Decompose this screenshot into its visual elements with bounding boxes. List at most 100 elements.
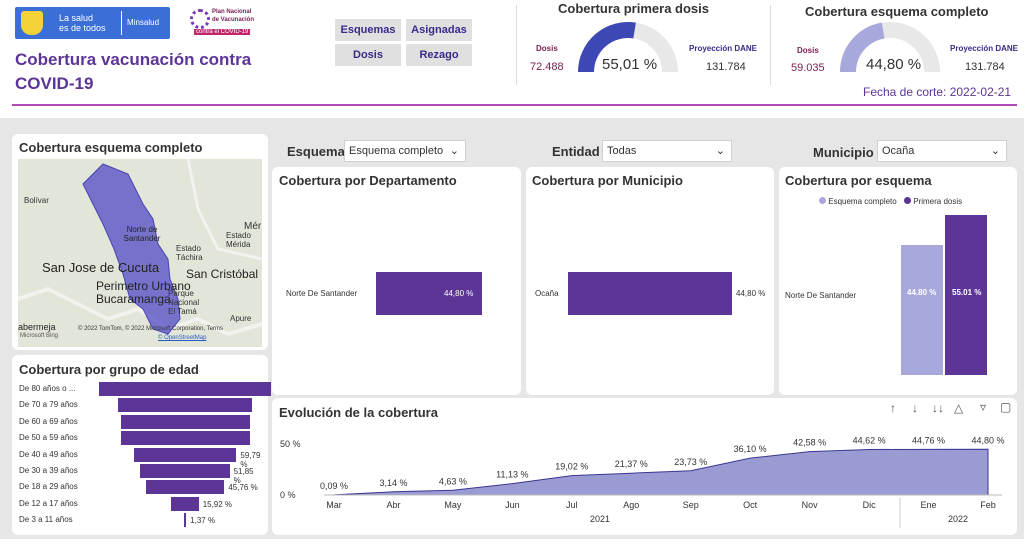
legend-primera: Primera dosis [904,197,962,206]
age-row-label: De 60 a 69 años [19,416,78,426]
nav-rezago-button[interactable]: Rezago [406,44,472,66]
age-row[interactable]: De 50 a 59 años [0,431,262,446]
map-label-mer: Mér [244,221,262,232]
muni-bar[interactable] [568,272,733,315]
legend-label-completo: Esquema completo [828,197,897,206]
muni-title: Cobertura por Municipio [532,173,683,188]
age-row-bar[interactable] [120,414,250,429]
dept-card: Cobertura por Departamento Norte De Sant… [272,167,521,395]
map-label-tama: Parque Nacional El Tamá [168,289,200,316]
age-row[interactable]: De 60 a 69 años [0,414,262,429]
age-row[interactable]: De 12 a 17 años 15,92 % [0,496,262,511]
nav-esquemas-button[interactable]: Esquemas [335,19,401,41]
data-label: 36,10 % [734,444,767,454]
esquema-value: Esquema completo [349,145,444,157]
hierarchy-icon[interactable]: △ [954,401,964,415]
age-row-bar[interactable] [145,480,225,495]
evolution-chart: 50 % 0 % 0,09 % Mar 3,14 % Abr 4,63 % May 11,13 … [280,435,1005,528]
dept-title: Cobertura por Departamento [279,173,457,188]
data-label: 4,63 % [439,476,467,486]
scheme-label-primera: 55.01 % [952,288,982,297]
y-tick-label: 50 % [280,439,301,449]
evolution-card: Evolución de la cobertura ↑ ↓ ↓↓ △ ▿ ▢ 5… [272,398,1017,535]
year-label: 2021 [590,514,610,524]
age-row[interactable]: De 40 a 49 años 59,79 % [0,447,262,469]
age-row-label: De 3 a 11 años [19,515,73,525]
age-row-bar[interactable] [133,447,237,462]
age-row-bar[interactable] [117,398,253,413]
x-tick-label: May [444,500,462,510]
kpi-primera-proj-value: 131.784 [706,61,746,73]
x-tick-label: Dic [863,500,876,510]
entidad-value: Todas [607,145,637,157]
entidad-dropdown[interactable]: Todas ⌄ [602,140,732,162]
scheme-category: Norte De Santander [785,291,857,300]
data-label: 3,14 % [379,478,407,488]
data-label: 11,13 % [496,470,528,480]
age-row[interactable]: De 3 a 11 años 1,37 % [0,513,262,528]
x-tick-label: Feb [980,500,996,510]
age-row-label: De 80 años o ... [19,384,76,393]
drill-down-icon[interactable]: ↓ [912,401,918,415]
x-tick-label: Nov [802,500,819,510]
evolution-area[interactable] [333,448,989,496]
age-row-value: 51,85 % [233,467,254,485]
page-title-line1: Cobertura vacunación contra [15,50,252,69]
age-row[interactable]: De 18 a 29 años 45,76 % [0,480,262,495]
age-row-label: De 70 a 79 años [19,400,78,410]
muni-value-label: 44,80 % [736,289,766,298]
minsalud-logo: La salud es de todos Minsalud [15,7,170,39]
municipio-dropdown[interactable]: Ocaña ⌄ [877,140,1007,162]
x-tick-label: Jul [566,500,578,510]
map-label-cucuta: San Jose de Cucuta [42,260,160,275]
map-attribution-osm[interactable]: © OpenStreetMap [158,335,207,341]
map[interactable]: Bolívar Norte de Santander Estado Táchir… [18,159,262,347]
age-row-bar[interactable] [120,431,250,446]
kpi-completo-percent: 44,80 % [866,56,922,73]
chevron-down-icon: ⌄ [715,145,725,157]
logo-text-line1: La salud [59,13,94,23]
logo-text-line2: es de todos [59,23,106,33]
y-tick-label: 0 % [280,490,296,500]
plan-nacional-logo: Plan Nacional de Vacunación contra el CO… [190,7,268,39]
age-row-value: 1,37 % [190,516,216,526]
age-row[interactable]: De 30 a 39 años 51,85 % [0,464,262,485]
scheme-bar-primera[interactable] [945,215,987,375]
age-row-bar[interactable] [183,513,187,528]
header: La salud es de todos Minsalud Plan Nacio… [0,0,1024,118]
kpi-completo-gauge [840,22,940,73]
data-label: 44,76 % [912,435,945,445]
kpi-completo-proj-label: Proyección DANE [950,44,1019,53]
nav-asignadas-button[interactable]: Asignadas [406,19,472,41]
kpi-primera-doses-label: Dosis [536,44,558,53]
legend-completo: Esquema completo [819,197,897,206]
data-label: 44,80 % [971,435,1004,445]
age-row-bar[interactable] [99,382,271,396]
kpi-completo-proj-value: 131.784 [965,61,1005,73]
plan-line2: de Vacunación [212,17,255,23]
age-row[interactable]: De 80 años o ... [0,382,271,396]
expand-down-icon[interactable]: ↓↓ [932,401,944,415]
filter-icon[interactable]: ▿ [980,400,987,414]
map-card: Cobertura esquema completo Bolívar Norte… [12,134,268,350]
map-label-bucaramanga: Perimetro Urbano Bucaramanga [96,279,191,306]
chevron-down-icon: ⌄ [449,145,459,157]
data-label: 19,02 % [555,462,588,472]
muni-card: Cobertura por Municipio Ocaña 44,80 % [526,167,774,395]
scheme-bar-completo[interactable] [901,244,943,375]
age-row[interactable]: De 70 a 79 años [0,398,262,413]
focus-mode-icon[interactable]: ▢ [1000,400,1012,414]
age-funnel: De 80 años o ... De 70 a 79 años De 60 a 6… [0,382,271,532]
scheme-title: Cobertura por esquema [785,173,932,188]
nav-dosis-button[interactable]: Dosis [335,44,401,66]
age-row-value: 45,76 % [228,483,258,493]
year-label: 2022 [948,514,968,524]
age-row-bar[interactable] [140,464,230,478]
age-title: Cobertura por grupo de edad [19,362,199,377]
esquema-dropdown[interactable]: Esquema completo ⌄ [344,140,466,162]
data-label: 0,09 % [320,481,348,491]
dept-bar[interactable] [376,272,482,315]
drill-up-icon[interactable]: ↑ [890,401,896,415]
age-row-bar[interactable] [171,496,199,511]
virus-icon [190,9,210,29]
